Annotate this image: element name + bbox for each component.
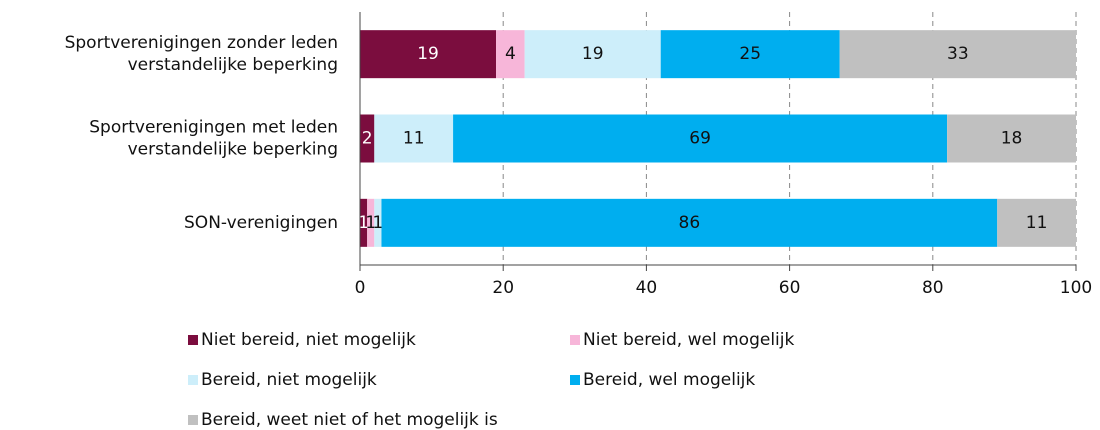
legend-label: Bereid, weet niet of het mogelijk is <box>201 410 498 430</box>
bar-segment <box>374 198 382 247</box>
data-label: 4 <box>505 44 516 64</box>
legend-label: Niet bereid, wel mogelijk <box>583 330 794 350</box>
data-label: 33 <box>947 44 969 64</box>
x-tick-label: 100 <box>1060 278 1092 298</box>
bar-segment <box>381 198 998 247</box>
legend-swatch <box>188 335 198 345</box>
legend-swatch <box>570 375 580 385</box>
data-label: 11 <box>1026 213 1048 233</box>
bar-segment <box>496 30 525 79</box>
bar-segment <box>947 114 1076 163</box>
data-label: 2 <box>362 129 373 149</box>
bar-segment <box>367 198 375 247</box>
data-label: 86 <box>679 213 701 233</box>
data-label: 19 <box>417 44 439 64</box>
legend-label: Niet bereid, niet mogelijk <box>201 330 416 350</box>
legend-label: Bereid, wel mogelijk <box>583 370 755 390</box>
data-label: 1 <box>365 213 376 233</box>
data-label: 18 <box>1001 129 1023 149</box>
legend-swatch <box>570 335 580 345</box>
x-tick-label: 0 <box>355 278 366 298</box>
legend-swatch <box>188 375 198 385</box>
category-label: SON-verenigingen <box>184 213 338 233</box>
bar-segment <box>360 198 368 247</box>
data-label: 19 <box>582 44 604 64</box>
bar-segment <box>660 30 840 79</box>
bar-segment <box>524 30 661 79</box>
bar-segment <box>360 30 497 79</box>
legend-label: Bereid, niet mogelijk <box>201 370 377 390</box>
data-label: 1 <box>372 213 383 233</box>
x-tick-label: 20 <box>492 278 514 298</box>
bar-segment <box>360 114 375 163</box>
data-label: 25 <box>739 44 761 64</box>
bar-segment <box>997 198 1076 247</box>
x-tick-label: 80 <box>922 278 944 298</box>
data-label: 11 <box>403 129 425 149</box>
data-label: 69 <box>689 129 711 149</box>
x-tick-label: 40 <box>636 278 658 298</box>
category-label: Sportverenigingen met leden verstandelijk… <box>89 118 338 160</box>
legend-swatch <box>188 415 198 425</box>
category-label: Sportverenigingen zonder leden verstandel… <box>65 33 338 75</box>
bar-segment <box>374 114 454 163</box>
x-tick-label: 60 <box>779 278 801 298</box>
data-label: 1 <box>358 213 369 233</box>
bar-segment <box>839 30 1076 79</box>
bar-segment <box>453 114 948 163</box>
